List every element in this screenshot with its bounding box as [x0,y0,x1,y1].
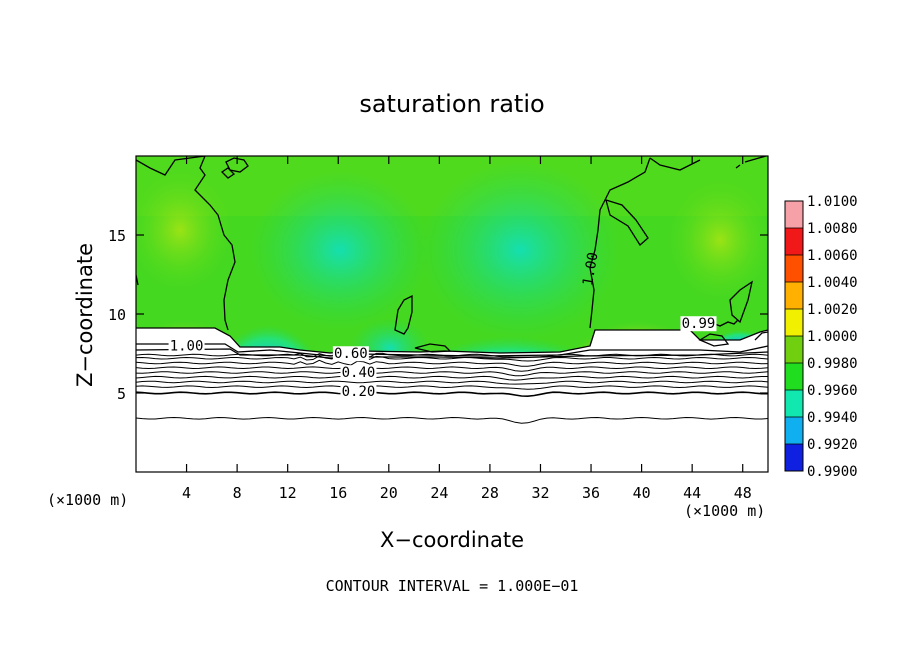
colorbar-swatch [785,255,803,265]
colorbar-swatch [785,318,803,328]
contour-interval-note: CONTOUR INTERVAL = 1.000E−01 [326,577,579,595]
x-tick-label: 12 [279,484,297,502]
x-tick-label: 48 [734,484,752,502]
colorbar-label: 1.0020 [807,302,858,318]
x-axis-label: X−coordinate [380,528,524,552]
colorbar-label: 0.9920 [807,437,858,453]
colorbar-swatch [785,210,803,220]
colorbar-label: 1.0060 [807,248,858,264]
contour-label-bg [168,338,205,354]
contour-label: 0.99 [682,316,716,332]
colorbar-label: 0.9900 [807,464,858,480]
contour-line [136,380,768,385]
x-tick-label: 28 [481,484,499,502]
colorbar-label: 1.0100 [807,194,858,210]
colorbar-swatch [785,435,803,445]
x-tick-label: 16 [329,484,347,502]
colorbar-swatch [785,354,803,364]
contour-label-bg [680,316,717,332]
x-tick-label: 40 [633,484,651,502]
colorbar-swatch [785,462,803,472]
contour-line [136,416,768,424]
x-unit-right: (×1000 m) [684,502,765,520]
x-tick-label: 36 [582,484,600,502]
colorbar-swatch [785,426,803,436]
colorbar-swatch [785,399,803,409]
contour-label: 0.60 [334,346,368,362]
y-axis-label: Z−coordinate [73,243,97,387]
contour-line [136,359,768,367]
contour-line [136,391,768,398]
colorbar-swatch [785,201,803,211]
contour-label-bg [340,365,377,381]
contour-label: 0.20 [342,384,376,400]
contour-line [136,371,768,377]
saturation-field [136,156,768,472]
x-tick-label: 44 [683,484,701,502]
contour-label: 1.00 [170,338,204,354]
colorbar-label: 1.0040 [807,275,858,291]
colorbar-swatch [785,363,803,373]
colorbar: 1.0100 1.0080 1.0060 1.0040 1.0020 1.0000 0.99… [784,194,858,480]
contour-label-bg [332,346,369,362]
colorbar-swatch [785,408,803,418]
contour-line [136,366,768,372]
contour-line [136,355,768,362]
y-axis: 5 10 15 [108,227,768,403]
colorbar-swatch [785,309,803,319]
colorbar-label: 1.0000 [807,329,858,345]
chart-title: saturation ratio [359,90,544,118]
x-tick-label: 8 [233,484,242,502]
colorbar-label: 0.9980 [807,356,858,372]
colorbar-label: 0.9940 [807,410,858,426]
contour-label: 0.40 [342,365,376,381]
colorbar-swatch [785,372,803,382]
colorbar-swatch [785,345,803,355]
colorbar-label: 0.9960 [807,383,858,399]
x-axis: 4 8 12 16 20 24 28 32 36 40 44 48 [182,156,752,502]
x-unit-left: (×1000 m) [47,491,128,509]
colorbar-swatch [785,228,803,238]
contour-line [136,375,768,381]
colorbar-swatch [785,237,803,247]
contour-label-bg [340,384,377,400]
y-tick-label: 10 [108,306,126,324]
y-tick-label: 5 [117,385,126,403]
x-tick-label: 32 [531,484,549,502]
colorbar-swatch [785,417,803,427]
colorbar-swatch [785,282,803,292]
colorbar-swatch [785,390,803,400]
x-tick-label: 4 [182,484,191,502]
colorbar-label: 1.0080 [807,221,858,237]
y-tick-label: 15 [108,227,126,245]
colorbar-swatch [785,219,803,229]
colorbar-swatch [785,291,803,301]
x-tick-label: 20 [380,484,398,502]
colorbar-swatch [785,381,803,391]
x-tick-label: 24 [430,484,448,502]
colorbar-swatch [785,273,803,283]
contour-labels: 1.00 0.60 0.40 0.20 1.00 0.99 [168,251,717,400]
colorbar-swatch [785,453,803,463]
colorbar-swatch [785,336,803,346]
contour-line [136,385,768,390]
contour-line [136,352,768,358]
colorbar-swatch [785,264,803,274]
colorbar-swatch [785,300,803,310]
colorbar-swatch [785,246,803,256]
contour-label: 1.00 [580,251,602,287]
colorbar-swatch [785,444,803,454]
colorbar-swatch [785,327,803,337]
stable-layer-contours [136,352,768,424]
